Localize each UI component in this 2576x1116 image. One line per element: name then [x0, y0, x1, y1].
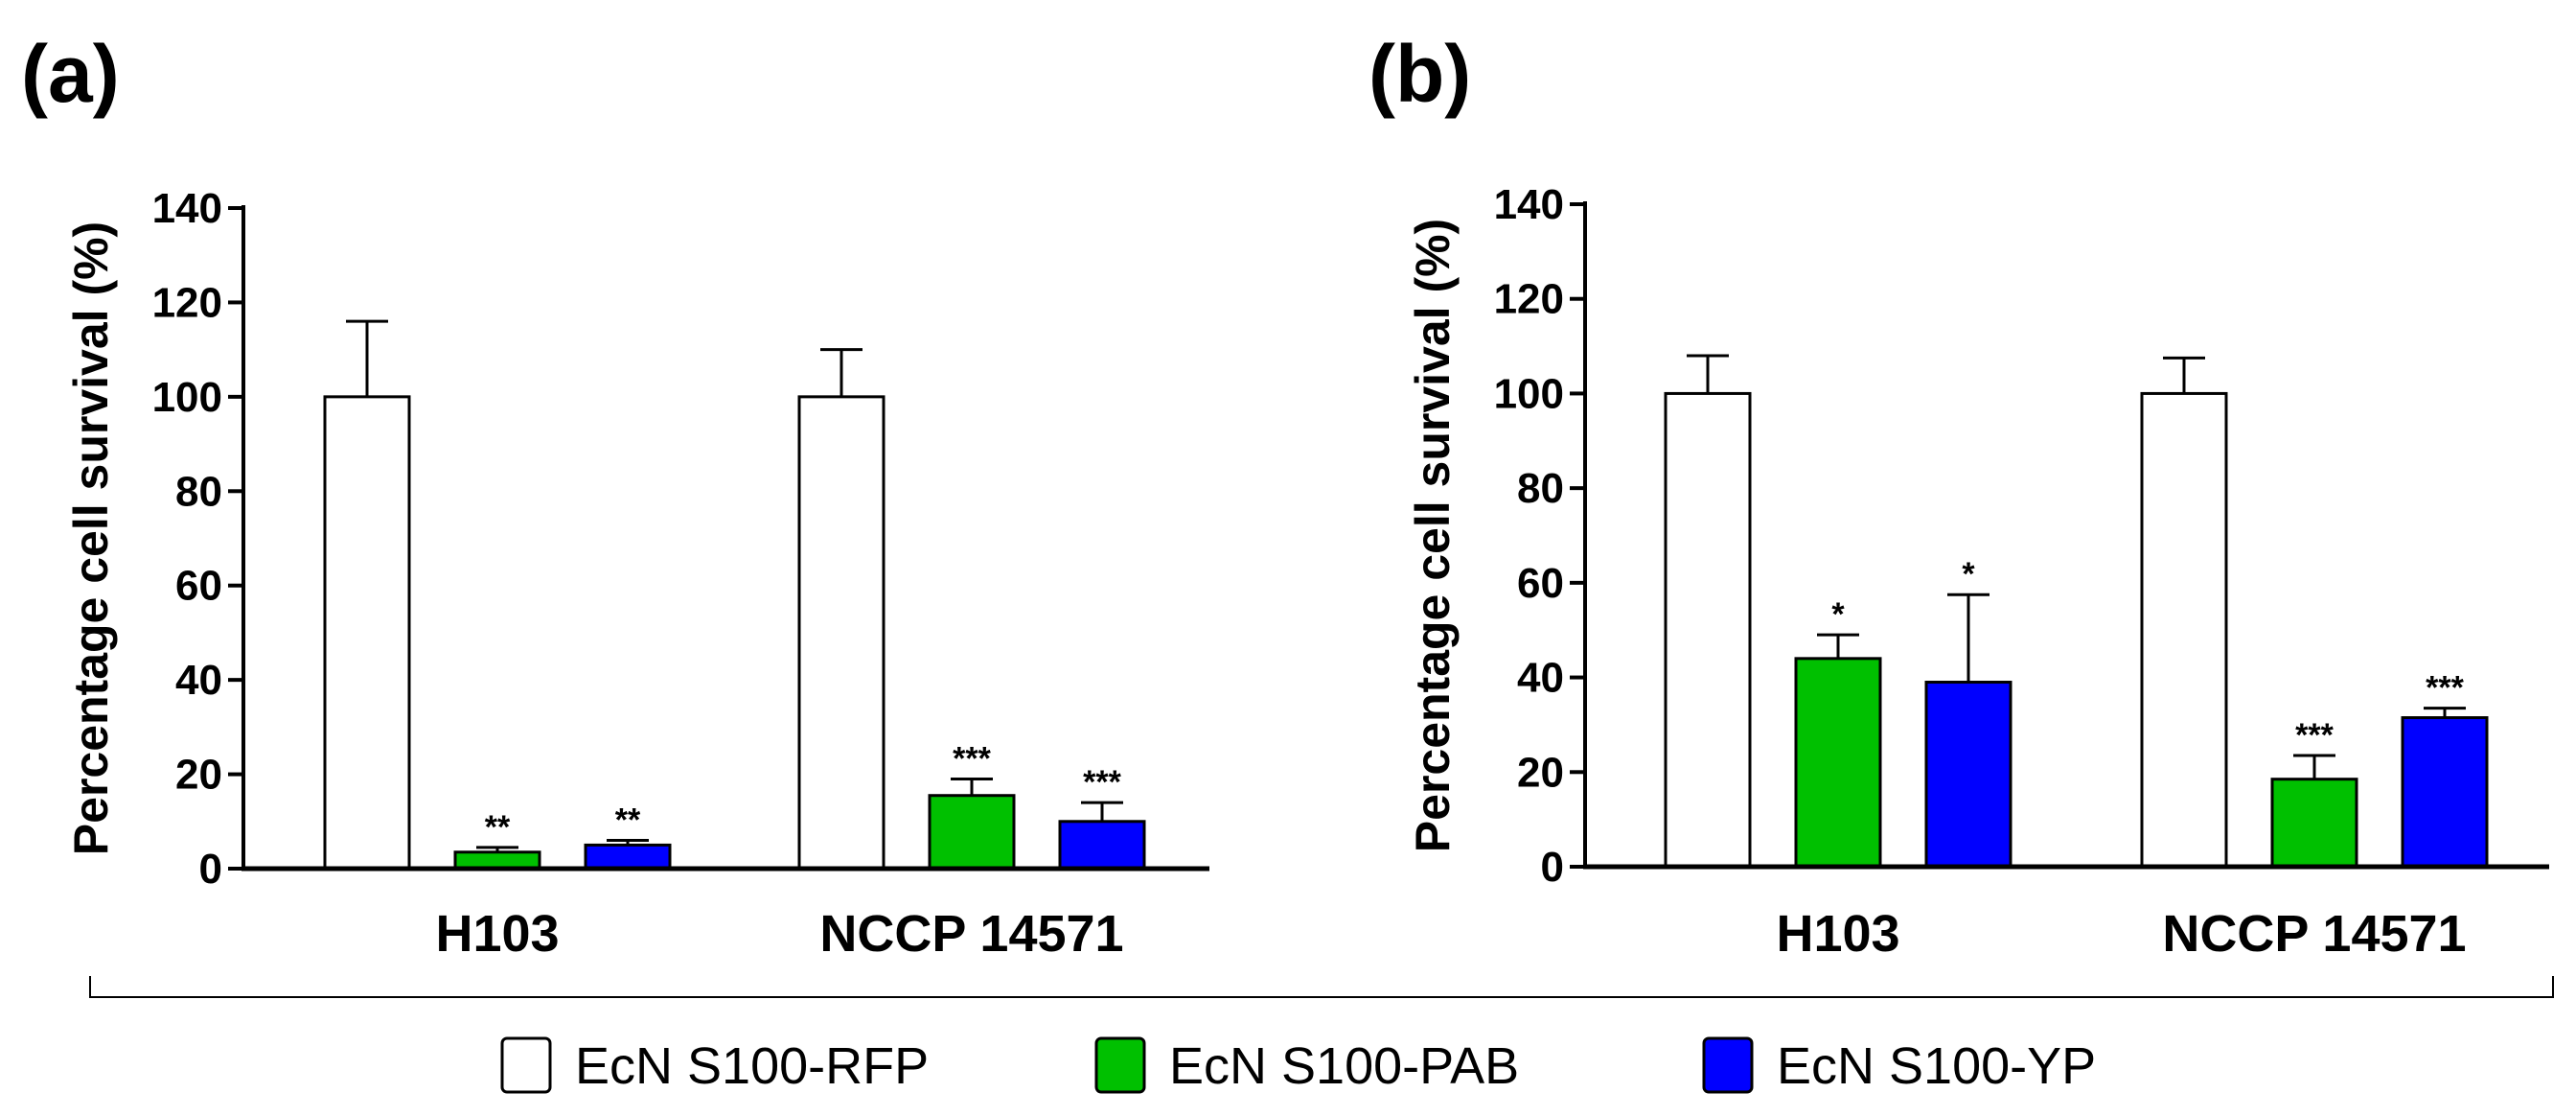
y-tick-label: 0 — [199, 846, 222, 893]
panel-label: (a) — [21, 29, 120, 119]
y-tick-label: 40 — [175, 657, 222, 704]
chart-panel-b: (b)********020406080100120140Percentage … — [1368, 29, 2549, 963]
y-tick-label: 140 — [1494, 181, 1564, 228]
bar — [928, 794, 1016, 871]
y-tick-label: 80 — [175, 468, 222, 515]
bar — [1794, 657, 1882, 869]
legend-label: EcN S100-RFP — [575, 1037, 929, 1095]
category-label: H103 — [435, 905, 559, 963]
legend-swatch — [1094, 1036, 1146, 1094]
significance-label: *** — [2295, 717, 2334, 754]
y-tick-label: 60 — [175, 563, 222, 610]
y-axis-title: Percentage cell survival (%) — [1406, 219, 1460, 852]
y-tick-label: 100 — [152, 374, 222, 421]
significance-label: *** — [1083, 764, 1121, 801]
bar — [797, 395, 886, 871]
legend: EcN S100-RFP EcN S100-PAB EcN S100-YP — [500, 1036, 2096, 1095]
legend-label: EcN S100-YP — [1777, 1037, 2096, 1095]
legend-swatch — [1702, 1036, 1754, 1094]
legend-swatch — [500, 1036, 552, 1094]
category-label: NCCP 14571 — [2162, 905, 2466, 963]
category-label: H103 — [1776, 905, 1899, 963]
significance-label: * — [1962, 556, 1975, 593]
bar — [1664, 391, 1752, 869]
significance-label: ** — [615, 802, 641, 838]
bar — [2401, 716, 2489, 869]
bar — [2140, 391, 2228, 869]
y-tick-label: 140 — [152, 185, 222, 232]
y-tick-label: 80 — [1517, 465, 1564, 512]
bar — [1924, 681, 2012, 869]
legend-item: EcN S100-RFP — [500, 1036, 929, 1095]
legend-bracket — [89, 976, 2554, 998]
y-tick-label: 20 — [1517, 749, 1564, 796]
y-tick-label: 120 — [152, 279, 222, 326]
legend-label: EcN S100-PAB — [1169, 1037, 1519, 1095]
bar — [323, 395, 411, 871]
y-tick-label: 0 — [1541, 844, 1564, 891]
panel-label: (b) — [1368, 29, 1471, 119]
bar — [1058, 820, 1146, 871]
y-axis-title: Percentage cell survival (%) — [64, 221, 118, 855]
significance-label: *** — [953, 740, 991, 777]
bar — [453, 850, 541, 871]
y-tick-label: 100 — [1494, 370, 1564, 417]
y-tick-label: 40 — [1517, 655, 1564, 702]
y-tick-label: 120 — [1494, 276, 1564, 323]
bar — [584, 843, 672, 871]
significance-label: * — [1831, 596, 1845, 633]
legend-item: EcN S100-YP — [1702, 1036, 2096, 1095]
y-tick-label: 20 — [175, 752, 222, 799]
significance-label: *** — [2426, 670, 2464, 707]
significance-label: ** — [485, 809, 511, 846]
category-label: NCCP 14571 — [819, 905, 1123, 963]
y-tick-label: 60 — [1517, 560, 1564, 607]
bar — [2270, 778, 2358, 869]
chart-panel-a: (a)**********020406080100120140Percentag… — [21, 29, 1209, 963]
legend-item: EcN S100-PAB — [1094, 1036, 1519, 1095]
